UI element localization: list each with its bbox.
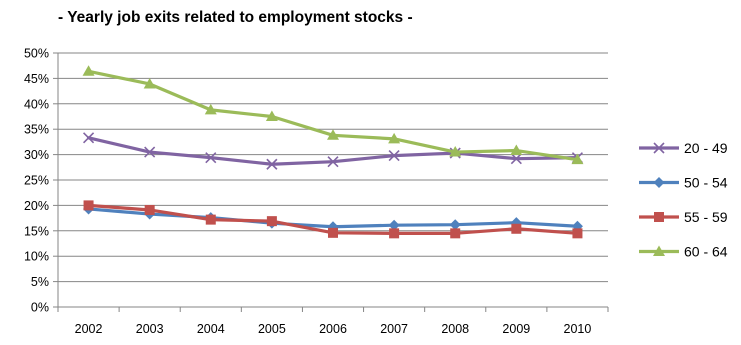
series-line — [86, 69, 580, 162]
data-point — [265, 110, 278, 121]
data-point — [205, 152, 217, 164]
data-point — [571, 153, 584, 165]
data-point — [388, 219, 400, 231]
legend-item: 60 - 64 — [639, 244, 728, 260]
x-tick-label: 2004 — [197, 322, 225, 336]
legend-label: 50 - 54 — [684, 175, 728, 191]
y-tick-label: 35% — [24, 123, 49, 137]
data-point — [449, 146, 462, 157]
data-point — [388, 150, 400, 162]
x-tick-label: 2005 — [258, 322, 286, 336]
x-tick-label: 2003 — [136, 322, 164, 336]
data-point — [450, 228, 461, 239]
data-point — [144, 146, 156, 158]
data-point — [144, 204, 155, 215]
legend-label: 60 - 64 — [684, 244, 728, 260]
series — [82, 65, 584, 239]
legend-label: 55 - 59 — [684, 209, 728, 225]
y-tick-label: 45% — [24, 72, 49, 86]
legend-item: 55 - 59 — [639, 209, 728, 225]
data-point — [82, 132, 95, 144]
legend-item: 50 - 54 — [639, 175, 728, 191]
y-tick-label: 5% — [31, 275, 49, 289]
y-tick-label: 50% — [24, 47, 49, 61]
legend-marker — [653, 245, 665, 256]
y-tick-label: 0% — [31, 301, 49, 315]
data-point — [266, 158, 278, 170]
legend: 20 - 49 50 - 54 55 - 59 60 - 64 — [639, 140, 728, 260]
data-point — [82, 65, 95, 76]
data-point — [266, 216, 277, 227]
y-tick-label: 10% — [24, 250, 49, 264]
gridlines — [58, 52, 608, 283]
legend-marker — [654, 212, 664, 222]
legend-item: 20 - 49 — [639, 140, 728, 156]
data-point — [204, 103, 217, 115]
x-tick-label: 2006 — [319, 322, 347, 336]
axes: 0% 5% 10% 15% 20% 25% 30% 35% 40% 45% 50% 2002 2003 2… — [24, 47, 609, 336]
data-point — [143, 77, 156, 89]
data-point — [510, 153, 522, 165]
y-tick-label: 15% — [24, 224, 49, 238]
y-tick-label: 20% — [24, 199, 49, 213]
x-tick-label: 2007 — [380, 322, 408, 336]
x-tick-label: 2002 — [75, 322, 103, 336]
y-tick-label: 25% — [24, 174, 49, 188]
x-tick-label: 2008 — [441, 322, 469, 336]
legend-label: 20 - 49 — [684, 140, 728, 156]
y-tick-label: 30% — [24, 148, 49, 162]
data-point — [327, 129, 339, 140]
data-point — [510, 144, 523, 156]
data-point — [205, 214, 216, 225]
data-point — [572, 228, 583, 239]
data-point — [389, 228, 400, 239]
data-point — [511, 223, 522, 234]
y-tick-label: 40% — [24, 97, 49, 111]
data-point — [327, 156, 339, 168]
x-tick-label: 2009 — [502, 322, 530, 336]
data-point — [449, 219, 461, 231]
data-point — [388, 132, 401, 144]
legend-marker — [653, 142, 665, 154]
legend-marker — [653, 177, 665, 188]
chart-title: - Yearly job exits related to employment… — [58, 9, 413, 26]
data-point — [83, 200, 94, 211]
data-point — [328, 227, 338, 238]
x-tick-label: 2010 — [564, 322, 592, 336]
